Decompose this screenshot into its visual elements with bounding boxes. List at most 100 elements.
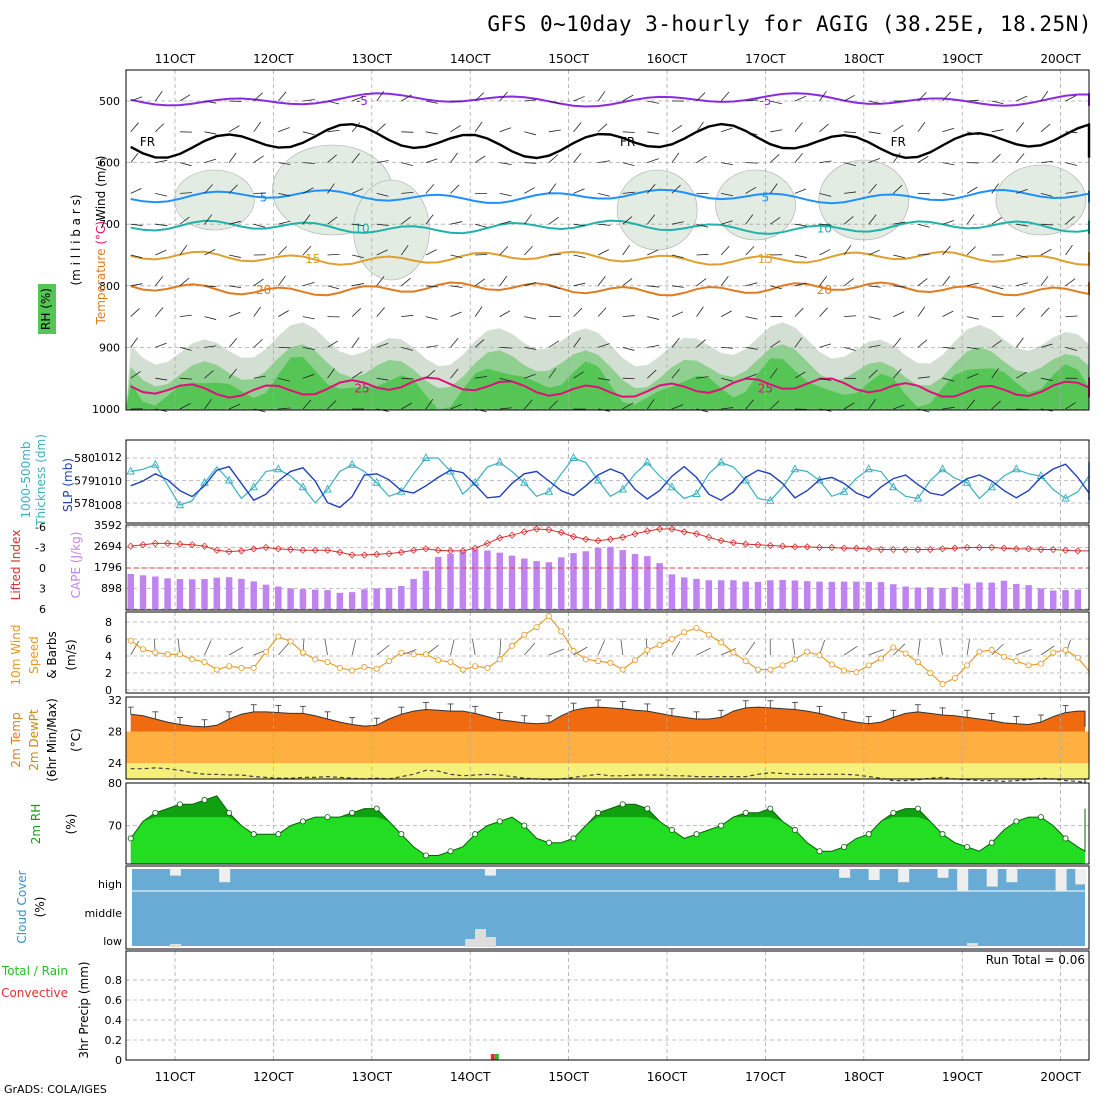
wind-barb [868, 369, 878, 379]
wind-barb [179, 162, 192, 167]
wind-barb [720, 310, 732, 317]
isotherm-label: 10 [354, 221, 369, 235]
wind-barb [548, 254, 561, 256]
wind-barb [524, 187, 535, 194]
thickness-point [274, 464, 283, 473]
li-point [520, 528, 528, 536]
isotherm-label: FR [620, 135, 635, 149]
rh-blob [353, 179, 430, 281]
li-point [496, 534, 504, 542]
li-point [889, 545, 897, 554]
li-point [569, 533, 578, 541]
wind-barb [376, 249, 388, 256]
wind-barb [351, 122, 361, 133]
wind-speed-point [521, 631, 528, 638]
wind-barb [450, 404, 462, 410]
pressure-tick-label: 900 [99, 341, 120, 354]
thickness-tick-label: 579 [74, 475, 95, 488]
thickness-point [151, 459, 160, 468]
cape-bar [250, 581, 257, 609]
cape-bar [816, 581, 823, 609]
rh-point [226, 809, 233, 816]
wind-barb [155, 159, 168, 163]
wind-barb [770, 154, 780, 163]
li-point [1061, 546, 1070, 554]
li-point [705, 533, 713, 541]
li-point [988, 543, 996, 552]
cape-bar [963, 583, 971, 609]
wind-barb [425, 214, 434, 225]
run-total: Run Total = 0.06 [986, 953, 1085, 967]
wind-barb [204, 370, 214, 379]
wind-barb [524, 162, 537, 164]
wind-barb [425, 100, 438, 104]
wind-barb [745, 214, 754, 225]
wind-tick-label: 6 [105, 633, 112, 646]
wind-barb [278, 407, 291, 410]
cape-bar [1037, 588, 1045, 609]
thickness-point [889, 482, 898, 491]
wind-barb [376, 193, 389, 197]
li-point [385, 550, 393, 558]
wind-barb [917, 376, 930, 379]
wind-speed-point [595, 658, 602, 665]
cape-bar [840, 581, 848, 609]
thickness-point [224, 475, 234, 484]
wind-barb [770, 129, 783, 133]
cape-bar [853, 581, 860, 609]
wind-barb [720, 275, 729, 287]
wind-barb [302, 99, 315, 102]
wind-barb [450, 125, 461, 133]
wind-barb [967, 347, 980, 350]
wind-barb [991, 100, 1004, 105]
li-point [250, 545, 258, 553]
wind-barb [253, 306, 261, 317]
temp-band-warm [126, 731, 1089, 764]
wind-speed-point [939, 681, 946, 688]
wind-barb [770, 285, 783, 290]
rh-axis-title: 2m RH [29, 804, 43, 845]
wind-speed-point [1050, 649, 1057, 656]
cape-bar [447, 554, 454, 609]
precip-convective-bar [490, 1054, 495, 1060]
precip-total-bar [494, 1054, 499, 1060]
wind-barb [942, 193, 955, 197]
li-point [594, 537, 602, 545]
li-point [1037, 545, 1045, 554]
wind-barb [917, 253, 930, 256]
wind-barb [376, 223, 389, 226]
wind-barb [253, 121, 261, 133]
li-point [299, 546, 307, 554]
cloud-high-gap [839, 869, 851, 878]
wind-barb-10m [893, 643, 906, 656]
wind-barb [794, 153, 803, 163]
cloud-high-gap [219, 869, 231, 883]
wind-barb [154, 90, 163, 102]
cloud-high-gap [957, 869, 969, 891]
li-point [582, 535, 590, 543]
wind-barb [696, 339, 706, 348]
li-point [865, 545, 873, 553]
wind-barb [204, 184, 213, 194]
li-point [348, 551, 356, 559]
cape-bar [225, 577, 233, 609]
isotherm-label: -5 [356, 94, 368, 108]
rh-point [668, 826, 675, 833]
wind-speed-point [336, 664, 343, 671]
wind-barb [721, 193, 733, 197]
wind-barb [597, 123, 608, 133]
precip-frame [125, 950, 1090, 1061]
wind-barb [794, 254, 807, 258]
cape-tick-label: 2694 [94, 540, 122, 553]
thickness-point [913, 493, 923, 502]
cape-bar [705, 580, 713, 609]
wind-barb [523, 214, 532, 225]
wind-speed-point [435, 657, 442, 664]
wind-barb [966, 246, 976, 256]
wind-barb [745, 131, 758, 136]
wind-barb [844, 131, 857, 134]
pressure-axis-title: (m i l l i b a r s) [69, 194, 83, 285]
wind-barb [966, 186, 978, 194]
wind-barb [474, 121, 483, 133]
thickness-point [569, 453, 578, 461]
